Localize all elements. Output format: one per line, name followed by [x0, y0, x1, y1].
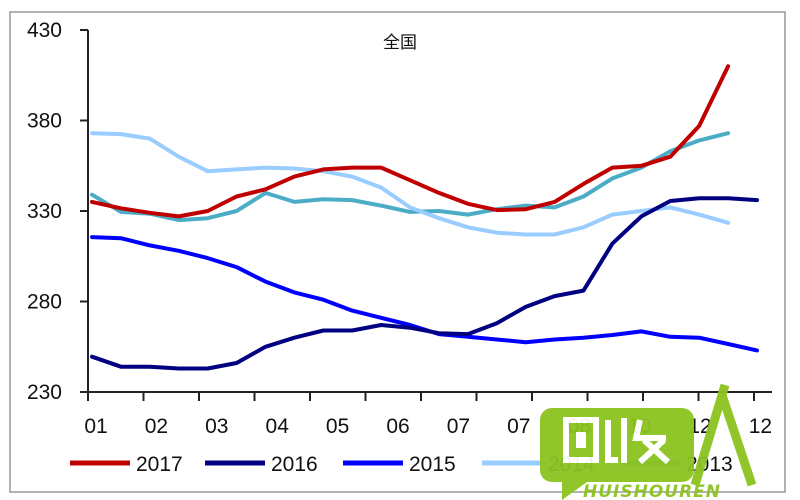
- x-tick-label: 07: [507, 415, 530, 438]
- series-line-2013: [90, 131, 731, 223]
- y-tick-label: 430: [27, 19, 62, 42]
- series-line-2015: [90, 235, 759, 353]
- y-tick-label: 380: [27, 110, 62, 133]
- chart-title: 全国: [383, 33, 417, 53]
- watermark-glyph: [690, 383, 757, 487]
- watermark-bubble: [540, 408, 694, 500]
- y-tick-label: 280: [27, 291, 62, 314]
- watermark-glyph: [605, 418, 671, 465]
- legend-label: 2016: [271, 453, 318, 476]
- watermark-glyph: [576, 432, 586, 448]
- chart-frame: [9, 11, 786, 493]
- x-tick-label: 06: [386, 415, 409, 438]
- series-line-2017: [90, 64, 731, 219]
- x-tick-label: 03: [205, 415, 228, 438]
- legend-label: 2017: [136, 453, 183, 476]
- x-tick-label: 07: [447, 415, 470, 438]
- x-tick-label: 12: [688, 415, 711, 438]
- watermark-glyph: [563, 417, 599, 463]
- x-tick-label: 05: [326, 415, 349, 438]
- y-tick-label: 330: [27, 200, 62, 223]
- x-tick-label: 04: [266, 415, 290, 438]
- legend-label: 2015: [409, 453, 456, 476]
- watermark-subtext: HUISHOUREN: [583, 482, 721, 500]
- x-tick-label: 12: [749, 415, 772, 438]
- x-tick-label: 01: [84, 415, 107, 438]
- watermark-logo: HUISHOUREN: [540, 383, 757, 500]
- axes: 230280330380430010203040506070708101212: [27, 19, 772, 438]
- series-lines: [90, 64, 759, 371]
- legend-item-2017: 2017: [70, 453, 183, 476]
- series-line-2016: [90, 196, 759, 371]
- legend-item-2016: 2016: [205, 453, 318, 476]
- legend-item-2015: 2015: [343, 453, 456, 476]
- x-tick-label: 02: [145, 415, 168, 438]
- y-tick-label: 230: [27, 381, 62, 404]
- series-line-2014: [90, 131, 731, 237]
